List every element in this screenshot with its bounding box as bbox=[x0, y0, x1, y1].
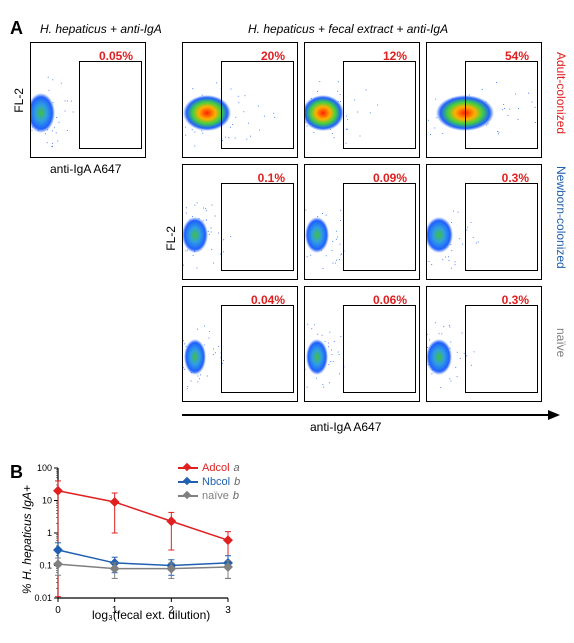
gate-pct: 54% bbox=[505, 49, 529, 63]
gate bbox=[221, 183, 294, 271]
facs-plot: 20% bbox=[182, 42, 298, 158]
facs-plot: 0.04% bbox=[182, 286, 298, 402]
gate-pct: 12% bbox=[383, 49, 407, 63]
gate bbox=[465, 61, 538, 149]
facs-plot: 0.3% bbox=[426, 164, 542, 280]
facs-plot: 12% bbox=[304, 42, 420, 158]
facs-plot: 0.3% bbox=[426, 286, 542, 402]
facs-plot: 0.1% bbox=[182, 164, 298, 280]
gate-pct: 0.1% bbox=[258, 171, 285, 185]
gate-pct: 20% bbox=[261, 49, 285, 63]
svg-text:0.1: 0.1 bbox=[39, 561, 52, 571]
gate bbox=[343, 183, 416, 271]
fl2-label-grid: FL-2 bbox=[164, 226, 178, 251]
gate bbox=[465, 183, 538, 271]
panel-a-header-right: H. hepaticus + fecal extract + anti-IgA bbox=[248, 22, 448, 36]
gate-pct: 0.05% bbox=[99, 49, 133, 63]
gate bbox=[465, 305, 538, 393]
gate-pct: 0.04% bbox=[251, 293, 285, 307]
row-label-adult: Adult-colonized bbox=[554, 52, 568, 134]
gate bbox=[221, 61, 294, 149]
legend-item: naïveb bbox=[178, 490, 240, 502]
facs-plot: 0.09% bbox=[304, 164, 420, 280]
arrow-icon bbox=[548, 408, 562, 422]
gate-pct: 0.3% bbox=[502, 171, 529, 185]
x-axis-line bbox=[182, 414, 554, 416]
gate bbox=[343, 305, 416, 393]
facs-plot: 54% bbox=[426, 42, 542, 158]
svg-text:1: 1 bbox=[47, 528, 52, 538]
svg-text:10: 10 bbox=[42, 496, 52, 506]
svg-text:0: 0 bbox=[55, 605, 61, 616]
panel-a-label: A bbox=[10, 18, 23, 39]
panel-b-x-axis: log₃(fecal ext. dilution) bbox=[92, 608, 210, 622]
legend-item: Nbcolb bbox=[178, 476, 240, 488]
facs-plot: 0.06% bbox=[304, 286, 420, 402]
panel-b-label: B bbox=[10, 462, 23, 483]
legend-item: Adcola bbox=[178, 462, 240, 474]
panel-a-header-left: H. hepaticus + anti-IgA bbox=[40, 22, 162, 36]
fl2-label-left: FL-2 bbox=[12, 88, 26, 113]
svg-text:100: 100 bbox=[37, 463, 52, 473]
facs-control-plot: 0.05% bbox=[30, 42, 146, 158]
x-axis-left: anti-IgA A647 bbox=[50, 162, 121, 176]
panel-b-legend: Adcola Nbcolb naïveb bbox=[178, 462, 240, 504]
gate bbox=[221, 305, 294, 393]
x-axis-grid: anti-IgA A647 bbox=[310, 420, 381, 434]
svg-text:0.01: 0.01 bbox=[34, 593, 52, 603]
gate-pct: 0.09% bbox=[373, 171, 407, 185]
gate-pct: 0.3% bbox=[502, 293, 529, 307]
row-label-naive: naïve bbox=[554, 328, 568, 357]
svg-text:3: 3 bbox=[225, 605, 231, 616]
gate-pct: 0.06% bbox=[373, 293, 407, 307]
gate bbox=[79, 61, 142, 149]
row-label-newborn: Newborn-colonized bbox=[554, 166, 568, 269]
gate bbox=[343, 61, 416, 149]
